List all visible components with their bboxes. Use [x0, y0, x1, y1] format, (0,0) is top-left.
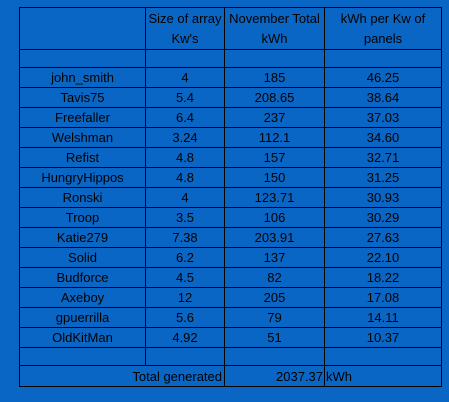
november-total-cell[interactable]: 208.65	[224, 87, 325, 108]
november-total-cell[interactable]: 82	[224, 267, 325, 288]
array-size-cell[interactable]: 4.8	[145, 147, 225, 168]
kwh-per-kw-cell[interactable]: 30.93	[324, 187, 442, 208]
november-total-cell[interactable]: 157	[224, 147, 325, 168]
name-cell[interactable]: OldKitMan	[19, 327, 146, 348]
table-row: Welshman 3.24 112.1 34.60	[19, 127, 442, 148]
empty-cell[interactable]	[224, 49, 325, 68]
total-unit[interactable]: kWh	[324, 365, 442, 387]
array-size-cell[interactable]: 5.6	[145, 307, 225, 328]
table-row: OldKitMan 4.92 51 10.37	[19, 327, 442, 348]
name-cell[interactable]: gpuerrilla	[19, 307, 146, 328]
blank-row	[19, 49, 442, 68]
november-total-cell[interactable]: 51	[224, 327, 325, 348]
empty-cell[interactable]	[224, 347, 325, 366]
array-size-cell[interactable]: 3.24	[145, 127, 225, 148]
kwh-per-kw-cell[interactable]: 38.64	[324, 87, 442, 108]
kwh-per-kw-cell[interactable]: 17.08	[324, 287, 442, 308]
array-size-cell[interactable]: 6.4	[145, 107, 225, 128]
name-cell[interactable]: Freefaller	[19, 107, 146, 128]
kwh-per-kw-cell[interactable]: 30.29	[324, 207, 442, 228]
kwh-per-kw-cell[interactable]: 46.25	[324, 67, 442, 88]
array-size-cell[interactable]: 4.5	[145, 267, 225, 288]
november-total-cell[interactable]: 112.1	[224, 127, 325, 148]
array-size-cell[interactable]: 5.4	[145, 87, 225, 108]
kwh-per-kw-cell[interactable]: 22.10	[324, 247, 442, 268]
kwh-per-kw-cell[interactable]: 31.25	[324, 167, 442, 188]
name-cell[interactable]: Axeboy	[19, 287, 146, 308]
header-row: Size of array Kw's November Total kWh kW…	[19, 7, 442, 50]
kwh-per-kw-cell[interactable]: 27.63	[324, 227, 442, 248]
november-total-cell[interactable]: 185	[224, 67, 325, 88]
name-cell[interactable]: Tavis75	[19, 87, 146, 108]
november-total-cell[interactable]: 150	[224, 167, 325, 188]
empty-cell[interactable]	[324, 347, 442, 366]
november-total-cell[interactable]: 237	[224, 107, 325, 128]
header-cell-name[interactable]	[19, 7, 146, 50]
empty-cell[interactable]	[19, 347, 146, 366]
name-cell[interactable]: Solid	[19, 247, 146, 268]
name-cell[interactable]: Refist	[19, 147, 146, 168]
table-row: Tavis75 5.4 208.65 38.64	[19, 87, 442, 108]
blank-row	[19, 347, 442, 366]
table-row: Troop 3.5 106 30.29	[19, 207, 442, 228]
kwh-per-kw-cell[interactable]: 10.37	[324, 327, 442, 348]
kwh-per-kw-cell[interactable]: 18.22	[324, 267, 442, 288]
table-row: Ronski 4 123.71 30.93	[19, 187, 442, 208]
november-total-cell[interactable]: 203.91	[224, 227, 325, 248]
table-row: Katie279 7.38 203.91 27.63	[19, 227, 442, 248]
table-row: Refist 4.8 157 32.71	[19, 147, 442, 168]
array-size-cell[interactable]: 4.8	[145, 167, 225, 188]
table-row: HungryHippos 4.8 150 31.25	[19, 167, 442, 188]
name-cell[interactable]: HungryHippos	[19, 167, 146, 188]
kwh-per-kw-cell[interactable]: 14.11	[324, 307, 442, 328]
empty-cell[interactable]	[145, 347, 225, 366]
name-cell[interactable]: Katie279	[19, 227, 146, 248]
solar-output-table: Size of array Kw's November Total kWh kW…	[19, 7, 442, 387]
array-size-cell[interactable]: 12	[145, 287, 225, 308]
kwh-per-kw-cell[interactable]: 34.60	[324, 127, 442, 148]
array-size-cell[interactable]: 6.2	[145, 247, 225, 268]
array-size-cell[interactable]: 3.5	[145, 207, 225, 228]
november-total-cell[interactable]: 106	[224, 207, 325, 228]
header-cell-array-size[interactable]: Size of array Kw's	[145, 7, 225, 50]
empty-cell[interactable]	[19, 49, 146, 68]
table-row: john_smith 4 185 46.25	[19, 67, 442, 88]
header-cell-november-total[interactable]: November Total kWh	[224, 7, 325, 50]
kwh-per-kw-cell[interactable]: 32.71	[324, 147, 442, 168]
empty-cell[interactable]	[324, 49, 442, 68]
table-row: Axeboy 12 205 17.08	[19, 287, 442, 308]
total-value[interactable]: 2037.37	[224, 365, 325, 387]
name-cell[interactable]: Budforce	[19, 267, 146, 288]
november-total-cell[interactable]: 137	[224, 247, 325, 268]
november-total-cell[interactable]: 123.71	[224, 187, 325, 208]
table-row: Solid 6.2 137 22.10	[19, 247, 442, 268]
total-label[interactable]: Total generated	[19, 365, 225, 387]
table-row: gpuerrilla 5.6 79 14.11	[19, 307, 442, 328]
kwh-per-kw-cell[interactable]: 37.03	[324, 107, 442, 128]
november-total-cell[interactable]: 79	[224, 307, 325, 328]
november-total-cell[interactable]: 205	[224, 287, 325, 308]
header-cell-kwh-per-kw[interactable]: kWh per Kw of panels	[324, 7, 442, 50]
name-cell[interactable]: Ronski	[19, 187, 146, 208]
array-size-cell[interactable]: 7.38	[145, 227, 225, 248]
array-size-cell[interactable]: 4	[145, 67, 225, 88]
array-size-cell[interactable]: 4	[145, 187, 225, 208]
total-row: Total generated 2037.37 kWh	[19, 365, 442, 387]
empty-cell[interactable]	[145, 49, 225, 68]
name-cell[interactable]: Welshman	[19, 127, 146, 148]
name-cell[interactable]: john_smith	[19, 67, 146, 88]
name-cell[interactable]: Troop	[19, 207, 146, 228]
table-row: Budforce 4.5 82 18.22	[19, 267, 442, 288]
array-size-cell[interactable]: 4.92	[145, 327, 225, 348]
table-row: Freefaller 6.4 237 37.03	[19, 107, 442, 128]
